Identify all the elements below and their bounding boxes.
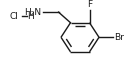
Text: H₂N: H₂N [24,8,42,17]
Text: Cl: Cl [10,12,19,21]
Text: H: H [28,12,34,21]
Text: F: F [87,0,92,9]
Text: Br: Br [114,33,124,42]
